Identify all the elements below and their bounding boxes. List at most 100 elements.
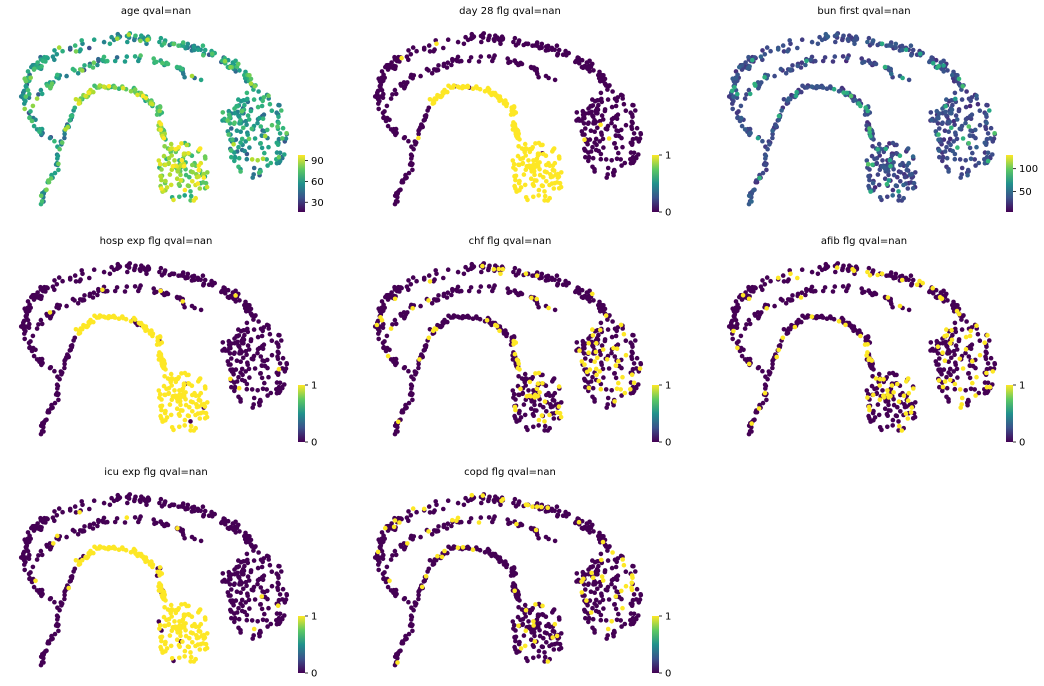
- scatter-point: [399, 409, 405, 415]
- scatter-point: [948, 142, 953, 148]
- scatter-point: [607, 83, 612, 88]
- scatter-point: [193, 656, 198, 662]
- scatter-point: [154, 289, 159, 295]
- scatter-point: [139, 33, 144, 38]
- scatter-point: [91, 521, 97, 526]
- scatter-point: [210, 514, 215, 519]
- scatter-point: [52, 599, 57, 605]
- scatter-point: [188, 428, 193, 433]
- scatter-point: [494, 323, 500, 329]
- scatter-point: [605, 327, 611, 332]
- scatter-point: [465, 84, 471, 90]
- scatter-point: [55, 605, 60, 610]
- scatter-point: [275, 603, 281, 608]
- scatter-point: [936, 116, 941, 121]
- scatter-point: [594, 372, 599, 378]
- scatter-point: [101, 84, 107, 89]
- scatter-point: [836, 89, 842, 94]
- scatter-point: [908, 410, 914, 415]
- scatter-point: [47, 365, 53, 371]
- scatter-point: [762, 74, 767, 80]
- scatter-point: [592, 166, 597, 172]
- scatter-point: [775, 275, 781, 281]
- scatter-point: [612, 141, 617, 146]
- scatter-point: [39, 199, 45, 204]
- scatter-point: [226, 338, 232, 344]
- scatter-point: [780, 43, 786, 48]
- scatter-point: [884, 273, 889, 279]
- scatter-point: [20, 556, 26, 561]
- scatter-point: [157, 108, 162, 114]
- scatter-point: [736, 339, 741, 344]
- scatter-point: [410, 275, 416, 280]
- scatter-point: [167, 402, 173, 407]
- scatter-point: [896, 419, 901, 424]
- scatter-point: [198, 538, 204, 544]
- scatter-point: [889, 301, 894, 307]
- scatter-point: [257, 115, 262, 121]
- scatter-point: [161, 383, 167, 389]
- scatter-point: [832, 284, 838, 289]
- scatter-point: [843, 322, 848, 328]
- scatter-point: [228, 376, 233, 382]
- scatter-point: [172, 619, 177, 624]
- scatter-point: [584, 294, 590, 300]
- scatter-point: [132, 498, 137, 504]
- scatter-point: [468, 55, 474, 60]
- scatter-point: [246, 117, 252, 122]
- scatter-point: [96, 519, 101, 525]
- scatter-point: [163, 623, 168, 629]
- scatter-point: [618, 92, 624, 98]
- scatter-point: [226, 108, 232, 114]
- scatter-point: [963, 117, 969, 122]
- scatter-point: [49, 633, 54, 639]
- scatter-point: [177, 388, 182, 393]
- scatter-point: [910, 154, 916, 159]
- scatter-point: [548, 172, 553, 177]
- scatter-point: [547, 163, 553, 168]
- scatter-point: [393, 321, 399, 327]
- scatter-point: [231, 351, 237, 357]
- scatter-point: [755, 135, 761, 141]
- scatter-point: [25, 305, 31, 311]
- scatter-point: [47, 135, 53, 141]
- scatter-point: [944, 97, 949, 102]
- scatter-point: [954, 117, 960, 122]
- scatter-point: [80, 529, 85, 534]
- scatter-point: [47, 310, 53, 315]
- scatter-point: [209, 278, 214, 284]
- scatter-point: [422, 343, 428, 349]
- scatter-point: [731, 94, 736, 100]
- scatter-point: [756, 314, 762, 320]
- scatter-point: [772, 73, 777, 79]
- scatter-point: [133, 494, 138, 500]
- scatter-point: [546, 305, 551, 311]
- scatter-point: [865, 334, 871, 339]
- scatter-point: [747, 64, 752, 69]
- scatter-point: [531, 158, 536, 163]
- scatter-point: [583, 384, 588, 390]
- scatter-point: [527, 379, 533, 385]
- scatter-point: [177, 392, 182, 397]
- scatter-points: [726, 261, 998, 437]
- scatter-point: [177, 295, 183, 300]
- scatter-point: [67, 348, 73, 353]
- scatter-point: [396, 189, 401, 195]
- scatter-point: [512, 265, 518, 271]
- colorbar-tick-label: 1: [1019, 381, 1025, 392]
- scatter-point: [403, 172, 408, 178]
- scatter-point: [470, 316, 476, 322]
- scatter-point: [753, 313, 758, 318]
- scatter-point: [874, 160, 880, 166]
- scatter-point: [202, 277, 208, 283]
- colorbar-tick-label: 0: [665, 208, 671, 219]
- scatter-point: [251, 395, 257, 401]
- scatter-point: [434, 68, 439, 73]
- scatter-point: [515, 365, 521, 371]
- scatter-point: [158, 121, 164, 127]
- scatter-point: [904, 167, 910, 173]
- scatter-point: [282, 152, 287, 157]
- scatter-point: [487, 263, 492, 269]
- scatter-point: [982, 140, 988, 146]
